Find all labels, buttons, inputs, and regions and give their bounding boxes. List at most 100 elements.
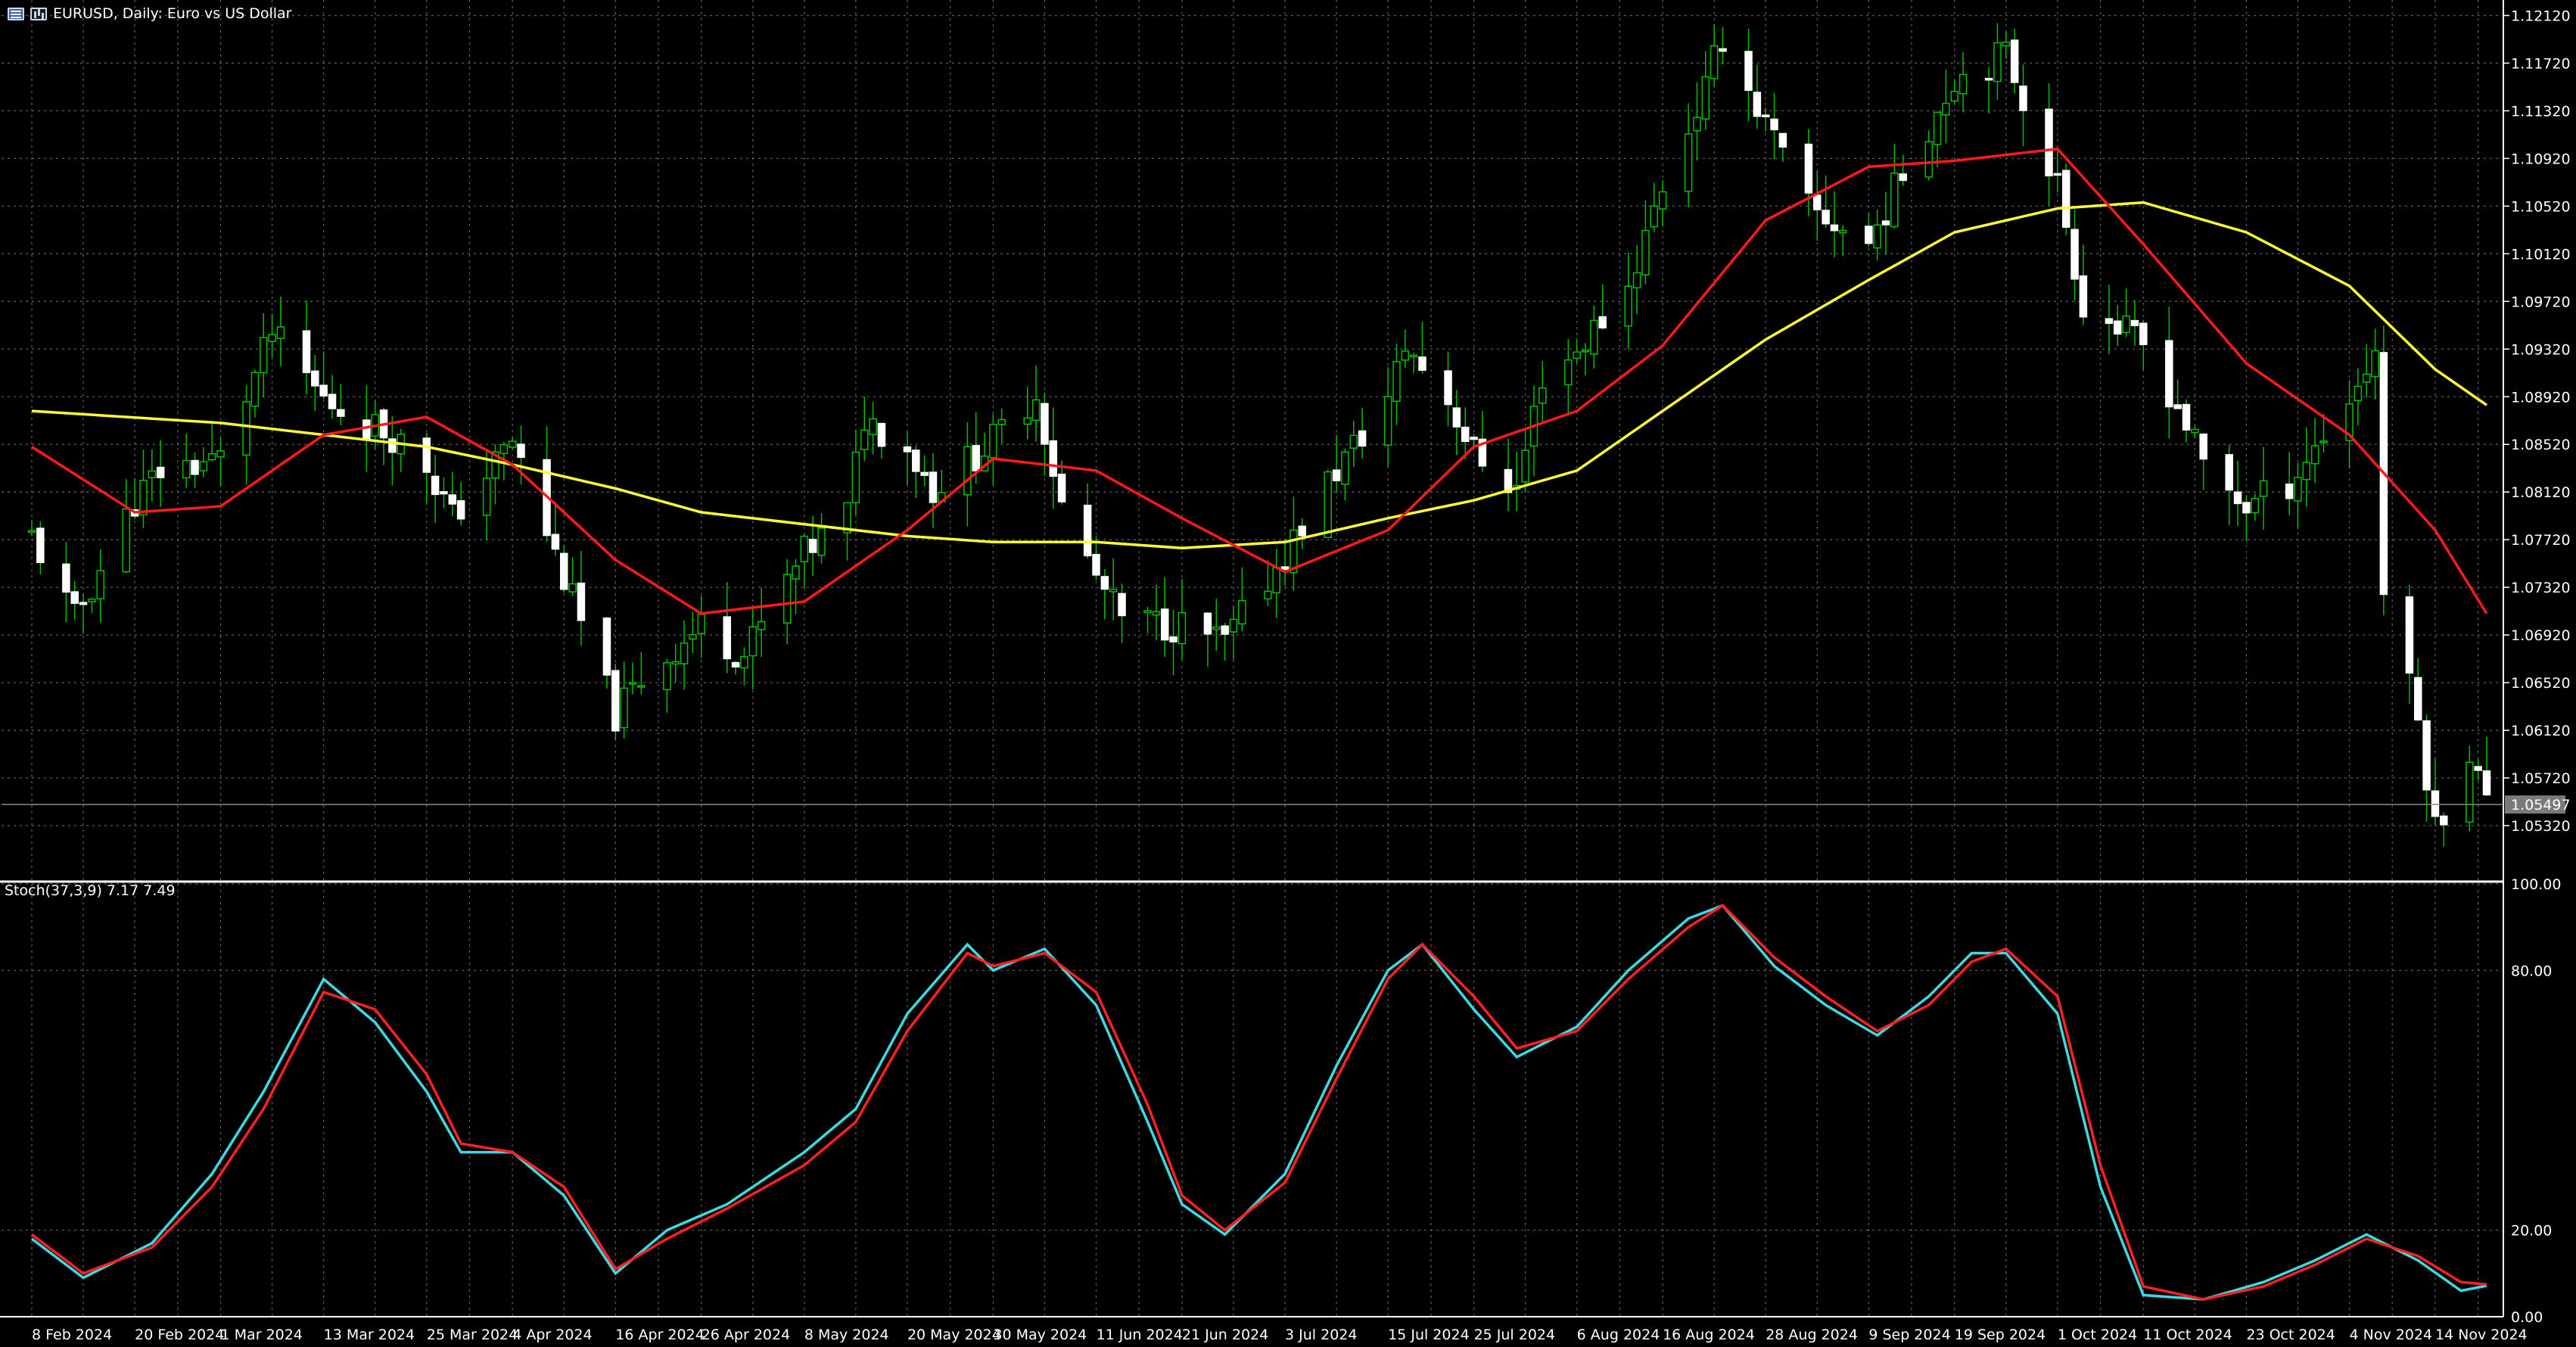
candle-bear xyxy=(1280,566,1290,570)
candle-bear xyxy=(319,384,328,397)
chart-type-icon[interactable] xyxy=(30,7,47,20)
candle-bear xyxy=(2422,720,2431,791)
x-tick-label: 28 Aug 2024 xyxy=(1766,1327,1858,1343)
candle-bull xyxy=(1264,590,1272,600)
candle-bull xyxy=(1564,359,1573,386)
candle-bull xyxy=(1392,361,1401,403)
candle-bear xyxy=(2130,319,2139,326)
candle-bull xyxy=(748,626,758,657)
candle-bull xyxy=(1684,133,1693,192)
candle-bear xyxy=(1719,48,1727,52)
candle-bear xyxy=(2414,677,2422,721)
candle-bear xyxy=(1761,114,1770,117)
candle-bear xyxy=(2079,275,2088,318)
candle-bear xyxy=(337,409,345,417)
x-tick-label: 25 Jul 2024 xyxy=(1474,1327,1556,1343)
candle-bull xyxy=(620,687,628,729)
candle-bull xyxy=(757,621,766,630)
candle-bear xyxy=(1221,625,1229,635)
candle-bear xyxy=(2019,86,2027,111)
stoch-tick-label: 20.00 xyxy=(2511,1223,2552,1240)
y-tick-label: 1.08520 xyxy=(2511,437,2571,453)
candle-bull xyxy=(250,372,260,407)
candle-bull xyxy=(1324,471,1332,539)
candle-bear xyxy=(2053,173,2062,176)
x-tick-label: 26 Apr 2024 xyxy=(702,1327,790,1343)
candle-bear xyxy=(1083,504,1092,557)
y-tick-label: 1.10120 xyxy=(2511,246,2571,263)
candle-bear xyxy=(877,422,886,447)
candle-bear xyxy=(2182,403,2191,431)
x-tick-label: 8 Feb 2024 xyxy=(32,1327,112,1343)
candle-bull xyxy=(689,633,697,640)
candle-bull xyxy=(843,502,851,534)
candle-bull xyxy=(1290,529,1298,574)
x-tick-label: 11 Jun 2024 xyxy=(1096,1327,1182,1343)
candle-bull xyxy=(860,429,869,450)
candle-bull xyxy=(1993,42,2002,82)
candle-bull xyxy=(1701,76,1710,120)
candle-bull xyxy=(1573,351,1581,359)
candle-bear xyxy=(2173,404,2182,409)
candle-bear xyxy=(1984,77,1993,81)
y-tick-label: 1.05720 xyxy=(2511,770,2571,787)
candle-bull xyxy=(1538,387,1547,404)
candle-bull xyxy=(997,418,1006,425)
y-tick-label: 1.10520 xyxy=(2511,198,2571,215)
candle-bear xyxy=(1899,173,1907,182)
candle-bear xyxy=(1169,636,1178,642)
candle-bull xyxy=(1650,205,1659,228)
candle-bear xyxy=(1770,118,1778,131)
candle-bear xyxy=(2233,491,2242,505)
candle-bull xyxy=(2002,41,2011,47)
candle-bull xyxy=(1658,191,1667,210)
candle-bear xyxy=(2242,502,2251,514)
candle-bear xyxy=(1822,210,1830,225)
candle-bear xyxy=(2405,596,2414,674)
candle-bull xyxy=(1272,567,1280,594)
candle-bear xyxy=(328,394,337,409)
candle-bear xyxy=(2440,815,2448,826)
candle-bear xyxy=(1100,576,1109,590)
candle-bear xyxy=(611,670,620,732)
candle-bear xyxy=(36,527,45,564)
candle-bear xyxy=(731,661,740,668)
candle-bear xyxy=(577,582,586,621)
candle-bear xyxy=(1813,194,1822,210)
candle-bull xyxy=(1143,610,1152,614)
candle-bear xyxy=(1444,370,1452,406)
candle-bear xyxy=(723,616,732,660)
candle-bear xyxy=(2482,770,2491,796)
candle-bull xyxy=(88,598,96,602)
y-tick-label: 1.11720 xyxy=(2511,55,2571,72)
candle-bull xyxy=(139,480,148,515)
x-tick-label: 16 Apr 2024 xyxy=(615,1327,704,1343)
candle-bear xyxy=(1478,438,1487,467)
candle-bear xyxy=(1358,430,1367,447)
chart-title: EURUSD, Daily: Euro vs US Dollar xyxy=(8,5,292,23)
candle-bear xyxy=(1049,440,1058,478)
candle-bull xyxy=(817,527,826,556)
x-tick-label: 20 May 2024 xyxy=(907,1327,1001,1343)
y-tick-label: 1.07720 xyxy=(2511,532,2571,549)
candle-bear xyxy=(903,446,912,453)
candle-bull xyxy=(1890,173,1899,228)
candle-bull xyxy=(1873,224,1881,249)
candle-bear xyxy=(972,445,980,471)
stoch-tick-label: 0.00 xyxy=(2511,1309,2543,1326)
candle-bull xyxy=(260,337,268,374)
y-tick-label: 1.06520 xyxy=(2511,675,2571,692)
candle-bear xyxy=(2225,454,2233,491)
candle-bear xyxy=(1332,469,1341,481)
y-tick-label: 1.11320 xyxy=(2511,103,2571,120)
candle-bear xyxy=(920,471,929,476)
x-tick-label: 8 May 2024 xyxy=(804,1327,889,1343)
candle-bear xyxy=(2105,318,2114,325)
candle-bull xyxy=(637,685,646,688)
candle-bull xyxy=(740,656,748,669)
candle-bear xyxy=(362,419,371,440)
y-tick-label: 1.08120 xyxy=(2511,484,2571,501)
y-tick-label: 1.06120 xyxy=(2511,723,2571,739)
menu-icon[interactable] xyxy=(8,7,24,20)
